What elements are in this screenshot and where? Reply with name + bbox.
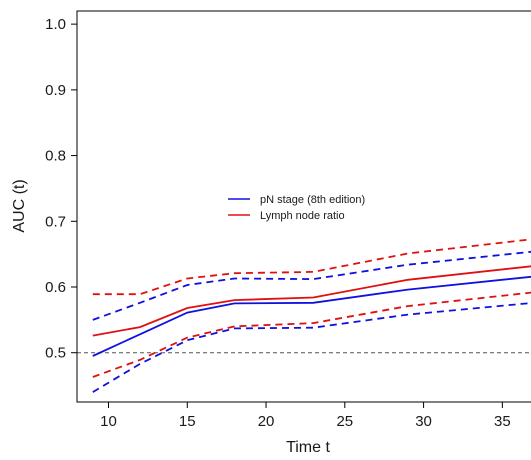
series-1-upper-ci-line [92, 238, 531, 296]
x-tick-label: 10 [100, 413, 117, 430]
x-tick-label: 25 [336, 413, 353, 430]
legend: pN stage (8th edition) Lymph node ratio [228, 194, 365, 222]
legend-label-0: pN stage (8th edition) [260, 194, 365, 206]
x-axis-label: Time t [286, 439, 330, 456]
plot-frame [76, 10, 531, 403]
y-tick-label: 0.6 [45, 279, 66, 296]
data-layer [77, 238, 531, 393]
legend-label-1: Lymph node ratio [260, 210, 345, 222]
y-tick-label: 0.8 [45, 148, 66, 165]
y-axis-label: AUC (t) [11, 179, 28, 232]
y-tick-label: 0.7 [45, 213, 66, 230]
y-tick-label: 0.9 [45, 82, 66, 99]
series-0-auc-line [92, 275, 531, 357]
y-tick-label: 1.0 [45, 16, 66, 33]
series-0-lower-ci-line [92, 302, 531, 393]
y-tick-label: 0.5 [45, 345, 66, 362]
x-tick-label: 20 [258, 413, 275, 430]
series-0-upper-ci-line [92, 250, 531, 321]
x-tick-label: 30 [415, 413, 432, 430]
series-1-lower-ci-line [92, 291, 531, 378]
series-1-auc-line [92, 265, 531, 337]
x-tick-label: 15 [179, 413, 196, 430]
x-axis: 10 15 20 25 30 35 [100, 402, 511, 430]
x-tick-label: 35 [494, 413, 511, 430]
y-axis: 0.5 0.6 0.7 0.8 0.9 1.0 [45, 16, 77, 362]
